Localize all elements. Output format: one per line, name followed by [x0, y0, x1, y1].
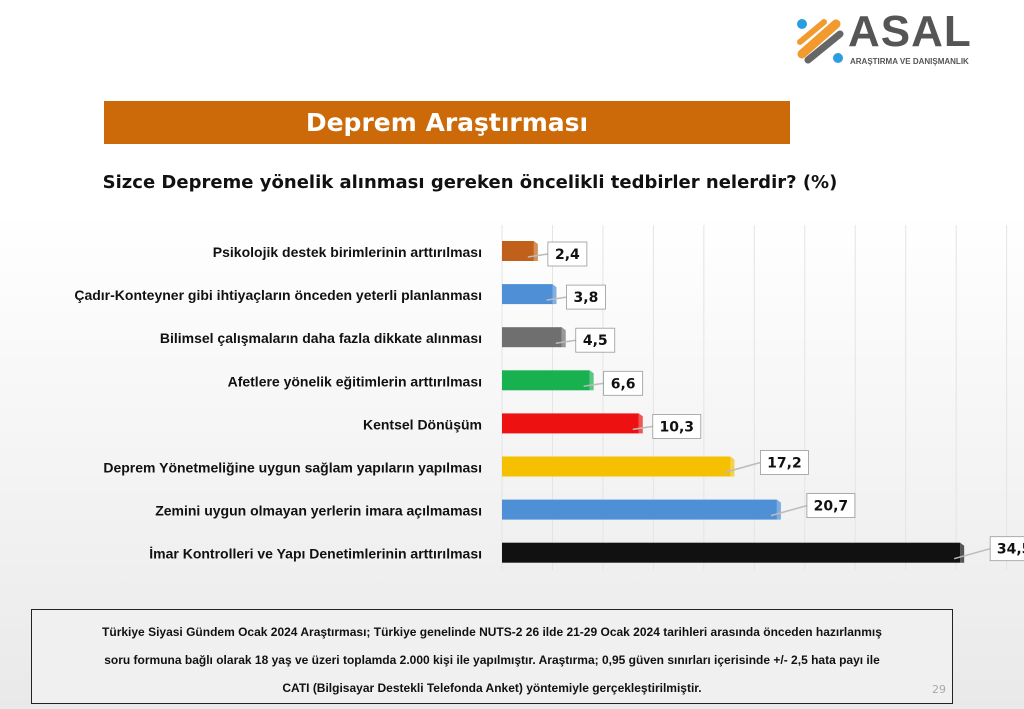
bar-side	[533, 241, 538, 261]
bar	[502, 284, 553, 305]
data-label-box	[603, 370, 644, 396]
bar	[502, 499, 777, 520]
data-label-box	[806, 493, 856, 519]
note-line: soru formuna bağlı olarak 18 yaş ve üzer…	[104, 653, 880, 667]
asal-logo: ASAL ARAŞTIRMA VE DANIŞMANLIK	[796, 10, 986, 70]
bar-side	[589, 370, 594, 391]
category-label: Çadır-Konteyner gibi ihtiyaçların öncede…	[74, 287, 482, 303]
data-label: 3,8	[574, 290, 599, 306]
data-label: 6,6	[611, 376, 636, 392]
data-label: 2,4	[555, 247, 580, 263]
data-label: 10,3	[660, 419, 695, 435]
note-line: Türkiye Siyasi Gündem Ocak 2024 Araştırm…	[102, 625, 882, 639]
bar	[502, 413, 639, 434]
data-label-box	[547, 241, 588, 267]
category-label: Zemini uygun olmayan yerlerin imara açıl…	[155, 503, 482, 519]
bar-chart: Psikolojik destek birimlerinin arttırılm…	[74, 225, 1024, 570]
bar	[502, 456, 731, 477]
logo-text: ASAL	[848, 7, 972, 56]
data-label-box	[575, 327, 616, 353]
bar	[502, 241, 534, 261]
callout-line	[724, 461, 761, 474]
data-label-box	[566, 284, 606, 310]
data-label: 34,5	[997, 542, 1024, 558]
data-label: 17,2	[767, 456, 802, 472]
bar-side	[552, 284, 557, 305]
category-label: Bilimsel çalışmaların daha fazla dikkate…	[160, 330, 482, 346]
category-label: Kentsel Dönüşüm	[363, 416, 482, 432]
bar-side	[638, 413, 643, 434]
callout-line	[527, 253, 548, 258]
logo-mark-icon	[797, 19, 844, 64]
data-label-box	[989, 536, 1024, 562]
category-label: Deprem Yönetmeliğine uygun sağlam yapıla…	[103, 460, 482, 476]
category-label: Afetlere yönelik eğitimlerin arttırılmas…	[228, 373, 482, 389]
bar	[502, 327, 562, 348]
data-label: 20,7	[814, 499, 849, 515]
data-label-box	[652, 413, 702, 439]
bar	[502, 370, 590, 391]
bar-side	[730, 456, 735, 477]
bar-side	[776, 499, 781, 520]
callout-line	[583, 382, 604, 388]
data-label: 4,5	[583, 333, 608, 349]
bar-side	[960, 542, 965, 563]
note-line: CATI (Bilgisayar Destekli Telefonda Anke…	[282, 681, 702, 695]
logo-subtitle: ARAŞTIRMA VE DANIŞMANLIK	[850, 57, 969, 66]
category-label: Psikolojik destek birimlerinin arttırılm…	[213, 244, 482, 260]
bar-side	[561, 327, 566, 348]
callout-line	[555, 339, 576, 344]
page-number: 29	[932, 683, 946, 696]
chart-title: Sizce Depreme yönelik alınması gereken ö…	[102, 172, 838, 193]
callout-line	[770, 504, 808, 517]
callout-line	[546, 296, 567, 301]
category-label: İmar Kontrolleri ve Yapı Denetimlerinin …	[149, 546, 482, 562]
callout-line	[632, 425, 653, 431]
bar	[502, 542, 961, 563]
data-label-box	[760, 450, 809, 475]
page-banner: Deprem Araştırması	[104, 101, 790, 144]
methodology-note: Türkiye Siyasi Gündem Ocak 2024 Araştırm…	[31, 609, 953, 704]
callout-line	[953, 547, 991, 560]
